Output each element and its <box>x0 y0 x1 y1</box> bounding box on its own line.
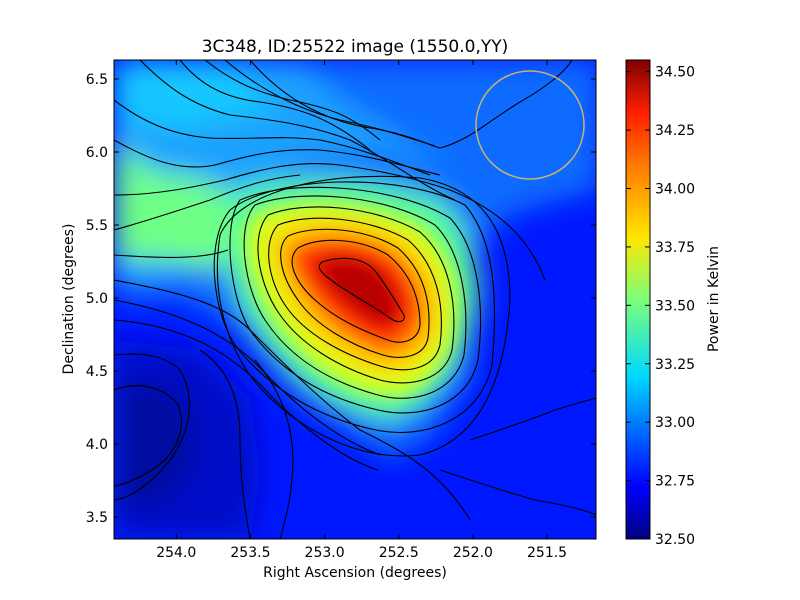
x-axis-label: Right Ascension (degrees) <box>263 565 447 581</box>
x-axis: 254.0 253.5 253.0 252.5 252.0 251.5 <box>156 60 567 561</box>
colorbar-tick-label: 34.50 <box>655 65 695 81</box>
colorbar-tick-label: 33.00 <box>655 415 695 431</box>
y-tick-label: 6.0 <box>86 145 108 161</box>
y-tick-label: 6.5 <box>86 72 108 88</box>
colorbar-tick-label: 32.50 <box>655 532 695 548</box>
colorbar-tick-label: 34.00 <box>655 182 695 198</box>
beam-circle <box>475 70 585 180</box>
colorbar <box>625 59 651 540</box>
x-tick-label: 251.5 <box>527 545 567 561</box>
colorbar-label: Power in Kelvin <box>706 246 722 352</box>
y-tick-label: 5.0 <box>86 291 108 307</box>
heatmap-image <box>114 60 596 539</box>
x-tick-label: 254.0 <box>156 545 196 561</box>
chart-title: 3C348, ID:25522 image (1550.0,YY) <box>202 37 509 57</box>
x-tick-label: 252.5 <box>379 545 419 561</box>
x-tick-label: 253.0 <box>305 545 345 561</box>
y-axis: 3.5 4.0 4.5 5.0 5.5 6.0 6.5 <box>86 72 596 526</box>
colorbar-ticks: 32.50 32.75 33.00 33.25 33.50 33.75 34.00 34.25… <box>626 65 695 548</box>
contour-lines <box>114 60 596 539</box>
y-tick-label: 4.0 <box>86 437 108 453</box>
colorbar-tick-label: 34.25 <box>655 123 695 139</box>
y-tick-label: 5.5 <box>86 218 108 234</box>
plot-frame <box>113 59 597 540</box>
colorbar-tick-label: 32.75 <box>655 474 695 490</box>
x-tick-label: 253.5 <box>230 545 270 561</box>
y-tick-label: 4.5 <box>86 364 108 380</box>
colorbar-tick-label: 33.50 <box>655 298 695 314</box>
y-tick-label: 3.5 <box>86 510 108 526</box>
colorbar-tick-label: 33.25 <box>655 357 695 373</box>
x-tick-label: 252.0 <box>453 545 493 561</box>
colorbar-tick-label: 33.75 <box>655 240 695 256</box>
y-axis-label: Declination (degrees) <box>61 224 77 375</box>
